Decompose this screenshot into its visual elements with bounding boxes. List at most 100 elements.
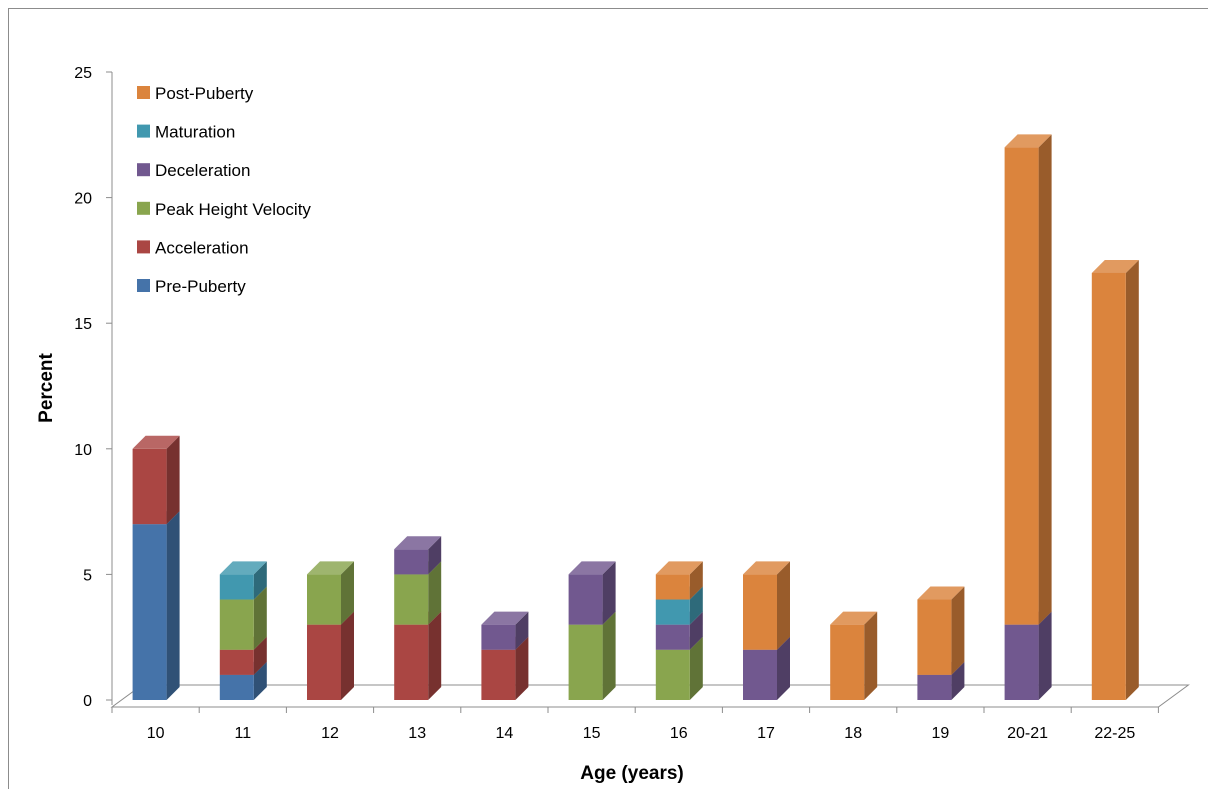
bar-top-face <box>917 586 965 600</box>
bar-side-face <box>515 611 529 650</box>
bar-side-face <box>428 536 442 575</box>
bar-side-face <box>689 611 703 650</box>
bar-post-puberty-16 <box>655 561 703 600</box>
bar-top-face <box>743 561 790 575</box>
bar-front-face <box>132 524 167 700</box>
y-tick-label: 20 <box>74 191 92 208</box>
bar-acceleration-10 <box>132 435 180 525</box>
bar-post-puberty-17 <box>743 561 790 650</box>
y-tick-label: 5 <box>83 567 92 584</box>
bar-front-face <box>219 649 254 675</box>
bar-side-face <box>1125 259 1139 700</box>
legend-label: Maturation <box>155 123 235 142</box>
bar-front-face <box>655 574 690 600</box>
bar-front-face <box>132 448 167 525</box>
bar-front-face <box>568 624 603 700</box>
bar-front-face <box>307 624 341 700</box>
bar-side-face <box>341 561 354 625</box>
y-tick-label: 0 <box>83 693 92 710</box>
bar-top-face <box>132 435 180 449</box>
bar-front-face <box>219 574 254 600</box>
x-tick-label: 16 <box>670 725 688 742</box>
bar-front-face <box>481 649 516 700</box>
bar-top-face <box>219 561 267 575</box>
x-tick-label: 22-25 <box>1094 725 1135 742</box>
legend-item: Peak Height Velocity <box>137 200 311 219</box>
x-tick-label: 13 <box>408 725 426 742</box>
bar-peak-height-velocity-15 <box>568 611 616 700</box>
bar-top-face <box>568 561 616 575</box>
bar-front-face <box>219 599 254 650</box>
bar-front-face <box>830 624 865 700</box>
labels-layer: 0 5 10 15 20 25 10 11 12 13 14 15 16 17 18 19 20-21 22-25 <box>74 65 1135 742</box>
legend-swatch <box>137 201 150 215</box>
bar-front-face <box>655 649 690 700</box>
x-tick-label: 11 <box>234 725 251 742</box>
bar-top-face <box>830 611 878 625</box>
y-axis-title: Percent <box>36 352 57 422</box>
bar-peak-height-velocity-12 <box>307 561 354 625</box>
bar-side-face <box>689 636 703 700</box>
y-tick-label: 10 <box>74 442 92 459</box>
legend-swatch <box>137 240 150 254</box>
bar-side-face <box>253 561 267 600</box>
bar-post-puberty-18 <box>830 611 878 700</box>
bar-front-face <box>655 599 690 625</box>
bar-front-face <box>743 649 777 700</box>
bar-side-face <box>777 636 790 700</box>
legend-item: Deceleration <box>137 161 250 180</box>
bar-front-face <box>481 624 516 650</box>
legend-swatch <box>137 86 150 99</box>
bar-front-face <box>1004 624 1039 700</box>
bar-front-face <box>917 599 952 675</box>
bar-peak-height-velocity-13 <box>394 561 442 625</box>
legend-item: Acceleration <box>137 238 249 257</box>
bar-deceleration-15 <box>568 561 616 625</box>
bar-front-face <box>394 549 429 575</box>
x-tick-label: 14 <box>496 725 514 742</box>
bar-side-face <box>428 561 442 625</box>
x-tick-label: 18 <box>844 725 862 742</box>
bar-top-face <box>1004 134 1052 148</box>
bar-side-face <box>777 561 790 650</box>
bar-front-face <box>219 674 254 700</box>
bar-side-face <box>951 661 965 700</box>
bar-side-face <box>253 636 267 675</box>
legend-item: Post-Puberty <box>137 84 254 103</box>
legend-label: Peak Height Velocity <box>155 200 311 219</box>
bar-side-face <box>1038 611 1052 700</box>
bar-side-face <box>515 636 529 700</box>
bar-deceleration-20-21 <box>1004 611 1052 700</box>
bar-top-face <box>307 561 354 575</box>
x-axis-title: Age (years) <box>580 763 684 784</box>
bar-front-face <box>568 574 603 625</box>
legend-swatch <box>137 163 150 177</box>
bar-side-face <box>428 611 442 700</box>
bar-side-face <box>166 511 180 700</box>
y-tick-label: 15 <box>74 316 92 333</box>
bar-pre-puberty-10 <box>132 511 180 700</box>
bar-top-face <box>481 611 529 625</box>
legend-item: Maturation <box>137 123 235 142</box>
x-tick-label: 20-21 <box>1007 725 1048 742</box>
bar-side-face <box>602 611 616 700</box>
bar-acceleration-13 <box>394 611 442 700</box>
bars-layer <box>132 134 1139 700</box>
y-tick-label: 25 <box>74 65 92 82</box>
bar-side-face <box>689 586 703 625</box>
bar-top-face <box>1091 259 1139 273</box>
bar-front-face <box>655 624 690 650</box>
bar-side-face <box>1038 134 1052 625</box>
legend: Post-Puberty Maturation Deceleration Peak H… <box>137 84 311 296</box>
bar-acceleration-12 <box>307 611 354 700</box>
bar-side-face <box>864 611 878 700</box>
bar-post-puberty-19 <box>917 586 965 675</box>
bar-front-face <box>394 574 429 625</box>
legend-label: Post-Puberty <box>155 84 254 103</box>
bar-deceleration-13 <box>394 536 442 575</box>
chart-frame <box>8 8 1208 789</box>
legend-swatch <box>137 279 150 292</box>
bar-post-puberty-20-21 <box>1004 134 1052 625</box>
legend-item: Pre-Puberty <box>137 277 246 296</box>
x-tick-label: 19 <box>932 725 950 742</box>
